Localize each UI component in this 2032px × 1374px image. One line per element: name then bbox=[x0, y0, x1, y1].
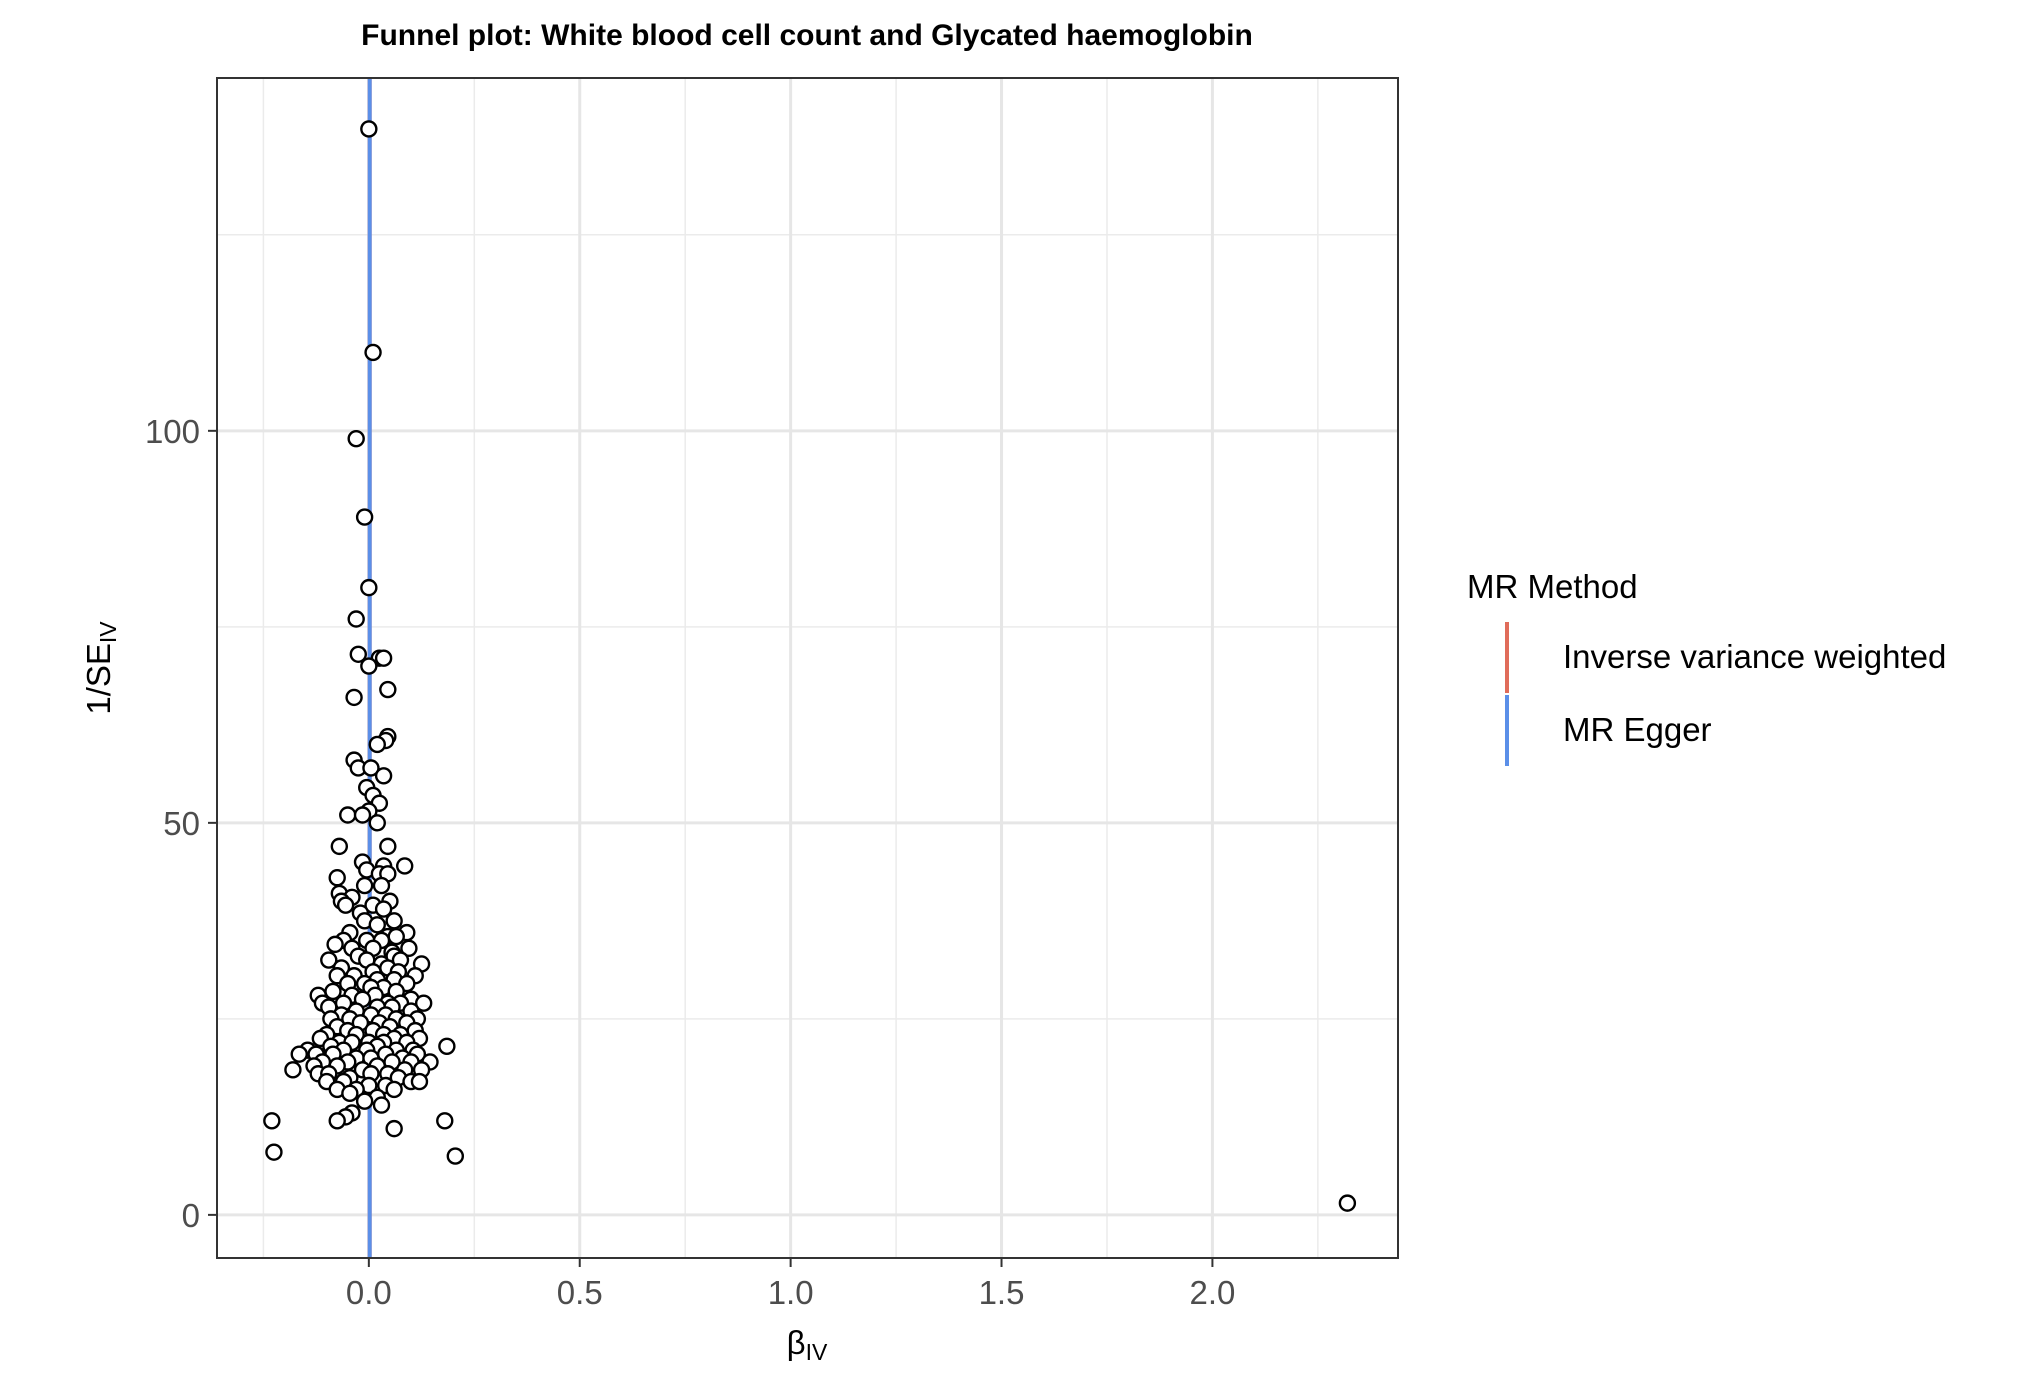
legend-entries: Inverse variance weighted MR Egger bbox=[1505, 622, 1946, 766]
data-point bbox=[347, 610, 365, 628]
y-tick-label: 0 bbox=[182, 1197, 200, 1234]
data-point bbox=[385, 1119, 403, 1138]
data-point bbox=[436, 1112, 454, 1130]
data-point bbox=[360, 657, 378, 675]
data-point bbox=[368, 916, 386, 934]
data-point bbox=[355, 1092, 374, 1110]
data-point bbox=[265, 1143, 283, 1161]
data-point bbox=[374, 900, 393, 918]
data-point bbox=[349, 645, 367, 663]
data-point bbox=[372, 876, 391, 895]
data-point bbox=[328, 869, 346, 887]
data-point bbox=[355, 876, 374, 895]
data-point bbox=[410, 1072, 429, 1091]
data-point bbox=[328, 1112, 346, 1130]
legend-title: MR Method bbox=[1467, 568, 1638, 605]
x-tick-label: 1.0 bbox=[768, 1274, 814, 1311]
x-tick-label: 1.5 bbox=[979, 1274, 1025, 1311]
x-tick-label: 0.0 bbox=[346, 1274, 392, 1311]
data-point bbox=[414, 994, 433, 1012]
grid-layer bbox=[217, 78, 1398, 1258]
legend-label: Inverse variance weighted bbox=[1563, 638, 1946, 675]
y-tick-label: 100 bbox=[145, 413, 200, 450]
y-axis-title: 1/SEIV bbox=[80, 621, 121, 715]
data-point bbox=[400, 939, 418, 957]
data-point bbox=[360, 578, 378, 597]
data-point bbox=[341, 1084, 359, 1103]
plot-border bbox=[216, 77, 1399, 1259]
x-axis-title-subscript: IV bbox=[806, 1339, 828, 1365]
chart-title: Funnel plot: White blood cell count and … bbox=[361, 19, 1253, 52]
data-point bbox=[1338, 1194, 1357, 1212]
data-point bbox=[374, 649, 393, 667]
data-point bbox=[320, 951, 338, 969]
x-tick-label: 2.0 bbox=[1189, 1274, 1235, 1311]
x-tick-label: 0.5 bbox=[557, 1274, 603, 1311]
y-tick-label: 50 bbox=[163, 805, 200, 842]
data-point bbox=[336, 896, 355, 914]
data-point bbox=[345, 688, 363, 707]
points-layer bbox=[263, 120, 1357, 1212]
data-point bbox=[353, 806, 372, 824]
x-axis: 0.0 0.5 1.0 1.5 2.0 bbox=[346, 1258, 1235, 1311]
data-point bbox=[387, 927, 405, 946]
legend-label: MR Egger bbox=[1563, 711, 1712, 748]
x-axis-title-main: β bbox=[787, 1324, 806, 1361]
data-point bbox=[339, 806, 357, 824]
data-point bbox=[284, 1061, 302, 1079]
data-point bbox=[360, 120, 378, 138]
data-point bbox=[385, 1080, 403, 1099]
data-point bbox=[385, 912, 403, 930]
data-point bbox=[347, 429, 365, 448]
data-point bbox=[446, 1147, 465, 1165]
y-axis: 0 50 100 bbox=[145, 413, 217, 1234]
data-point bbox=[379, 680, 397, 699]
y-axis-title-main: 1/SE bbox=[80, 643, 117, 715]
data-point bbox=[368, 814, 386, 832]
data-point bbox=[326, 935, 344, 954]
legend: MR Method Inverse variance weighted MR Eg… bbox=[1467, 568, 1946, 766]
data-point bbox=[395, 857, 414, 875]
data-point bbox=[372, 1096, 391, 1114]
data-point bbox=[330, 837, 349, 856]
y-axis-title-subscript: IV bbox=[95, 621, 121, 643]
data-point bbox=[290, 1045, 308, 1063]
data-point bbox=[368, 735, 386, 754]
x-axis-title: βIV bbox=[787, 1324, 828, 1365]
data-point bbox=[374, 767, 393, 785]
data-point bbox=[438, 1037, 456, 1056]
data-point bbox=[362, 759, 380, 777]
data-point bbox=[263, 1112, 281, 1130]
data-point bbox=[364, 343, 382, 362]
data-point bbox=[379, 837, 397, 856]
data-point bbox=[355, 508, 374, 526]
